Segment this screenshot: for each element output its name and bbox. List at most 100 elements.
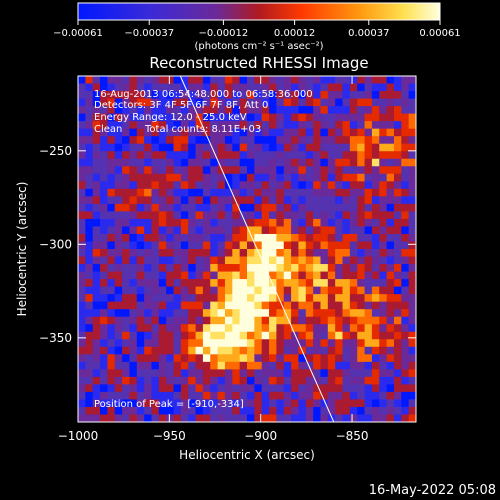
heatmap-cell <box>122 331 130 340</box>
heatmap-cell <box>195 211 204 220</box>
heatmap-cell <box>327 196 336 205</box>
heatmap-cell <box>261 143 270 152</box>
heatmap-cell <box>239 361 248 370</box>
heatmap-cell <box>232 98 241 107</box>
heatmap-cell <box>114 166 123 175</box>
heatmap-cell <box>261 83 270 92</box>
heatmap-cell <box>180 376 189 385</box>
heatmap-cell <box>364 279 373 288</box>
heatmap-cell <box>408 346 416 355</box>
heatmap-cell <box>173 151 182 160</box>
heatmap-cell <box>313 226 321 235</box>
heatmap-cell <box>85 376 94 385</box>
heatmap-cell <box>85 354 94 363</box>
heatmap-cell <box>107 196 116 205</box>
heatmap-cell <box>107 309 116 318</box>
heatmap-cell <box>357 399 365 408</box>
heatmap-cell <box>349 414 358 422</box>
heatmap-cell <box>144 188 152 197</box>
heatmap-cell <box>224 384 233 393</box>
heatmap-cell <box>239 406 248 415</box>
heatmap-cell <box>254 188 263 197</box>
heatmap-cell <box>188 384 196 393</box>
heatmap-cell <box>364 406 373 415</box>
heatmap-cell <box>327 324 336 333</box>
heatmap-cell <box>313 121 321 130</box>
heatmap-cell <box>217 286 226 295</box>
heatmap-cell <box>232 264 241 272</box>
heatmap-cell <box>158 196 167 205</box>
heatmap-cell <box>247 301 255 310</box>
heatmap-cell <box>188 331 196 340</box>
heatmap-cell <box>320 384 329 393</box>
heatmap-cell <box>408 309 416 318</box>
heatmap-cell <box>298 218 307 227</box>
heatmap-cell <box>408 98 416 107</box>
heatmap-cell <box>114 271 123 280</box>
heatmap-cell <box>393 346 402 355</box>
heatmap-cell <box>173 196 182 205</box>
annotation-method: Clean <box>94 124 122 135</box>
heatmap-cell <box>276 188 285 197</box>
heatmap-cell <box>283 76 292 84</box>
heatmap-cell <box>313 173 321 182</box>
heatmap-cell <box>342 309 351 318</box>
heatmap-cell <box>239 241 248 250</box>
heatmap-cell <box>180 83 189 92</box>
heatmap-cell <box>320 83 329 92</box>
heatmap-cell <box>122 271 130 280</box>
heatmap-cell <box>320 166 329 175</box>
heatmap-cell <box>239 331 248 340</box>
heatmap-cell <box>283 294 292 303</box>
heatmap-cell <box>247 414 255 422</box>
heatmap-cell <box>364 399 373 408</box>
heatmap-cell <box>247 241 255 250</box>
heatmap-cell <box>357 316 365 325</box>
heatmap-cell <box>313 158 321 167</box>
heatmap-cell <box>210 249 219 257</box>
heatmap-cell <box>393 406 402 415</box>
heatmap-cell <box>188 354 196 363</box>
heatmap-cell <box>166 264 174 272</box>
heatmap-cell <box>342 361 351 370</box>
heatmap-cell <box>364 264 373 272</box>
heatmap-cell <box>217 121 226 130</box>
heatmap-cell <box>357 279 365 288</box>
heatmap-cell <box>305 136 314 145</box>
heatmap-cell <box>158 218 167 227</box>
heatmap-cell <box>151 158 160 167</box>
heatmap-cell <box>276 113 285 122</box>
heatmap-cell <box>408 294 416 303</box>
heatmap-cell <box>327 286 336 295</box>
heatmap-cell <box>129 196 138 205</box>
heatmap-cell <box>114 256 123 265</box>
heatmap-cell <box>401 128 410 137</box>
heatmap-cell <box>202 196 211 205</box>
heatmap-cell <box>408 391 416 400</box>
heatmap-cell <box>283 346 292 355</box>
heatmap-cell <box>371 369 380 378</box>
y-tick-label-1: −300 <box>39 237 72 251</box>
heatmap-cell <box>136 316 145 325</box>
heatmap-cell <box>217 91 226 99</box>
heatmap-cell <box>100 376 108 385</box>
heatmap-cell <box>136 339 145 348</box>
heatmap-cell <box>188 76 196 84</box>
heatmap-cell <box>386 384 395 393</box>
heatmap-cell <box>254 391 263 400</box>
heatmap-cell <box>173 339 182 348</box>
heatmap-cell <box>158 324 167 333</box>
heatmap-cell <box>379 339 388 348</box>
heatmap-cell <box>239 91 248 99</box>
heatmap-cell <box>364 286 373 295</box>
heatmap-cell <box>166 361 174 370</box>
heatmap-cell <box>386 286 395 295</box>
heatmap-cell <box>202 399 211 408</box>
heatmap-cell <box>305 241 314 250</box>
heatmap-cell <box>129 271 138 280</box>
heatmap-cell <box>305 151 314 160</box>
heatmap-cell <box>276 83 285 92</box>
heatmap-cell <box>357 196 365 205</box>
heatmap-cell <box>313 406 321 415</box>
heatmap-cell <box>269 158 277 167</box>
